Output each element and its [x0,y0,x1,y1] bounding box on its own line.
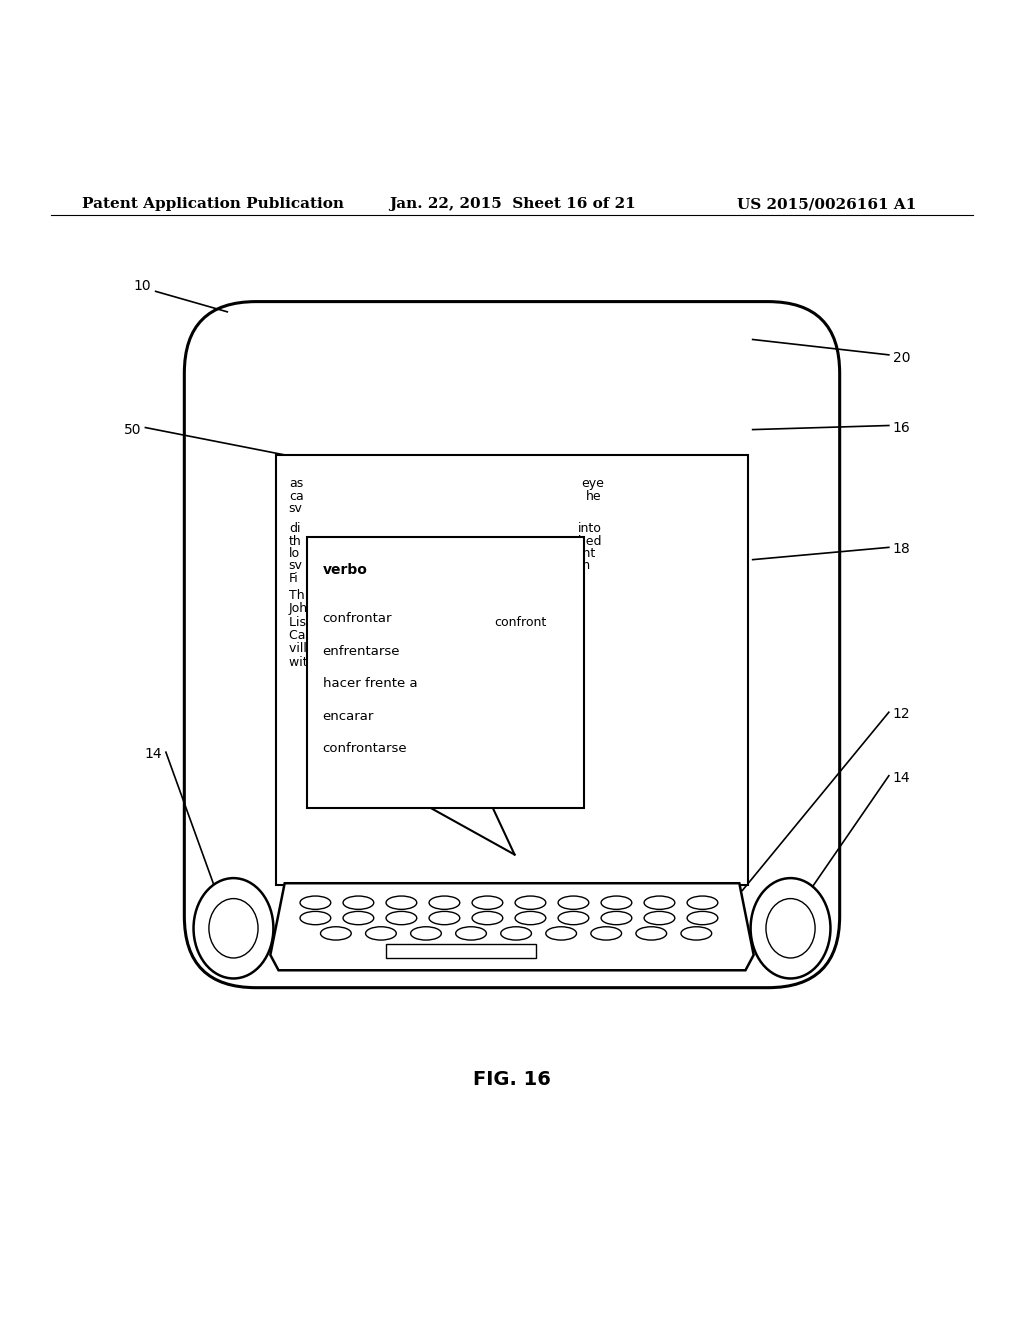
Ellipse shape [456,927,486,940]
Ellipse shape [591,927,622,940]
Text: uched: uched [563,535,602,548]
Ellipse shape [411,927,441,940]
Ellipse shape [515,911,546,925]
Text: encarar: encarar [323,710,374,723]
Text: verbo: verbo [323,562,368,577]
Text: lo: lo [289,546,300,560]
Polygon shape [270,883,754,970]
Ellipse shape [644,896,675,909]
Text: ain: ain [571,560,591,573]
FancyBboxPatch shape [489,614,551,631]
Ellipse shape [644,911,675,925]
Text: slight: slight [561,546,595,560]
Text: he: he [586,490,601,503]
Text: as: as [289,478,303,490]
Text: confrontar: confrontar [323,612,392,626]
Ellipse shape [366,927,396,940]
Text: Fi: Fi [289,572,299,585]
Ellipse shape [321,927,351,940]
Text: 10: 10 [134,280,152,293]
Text: confrontarse: confrontarse [323,742,408,755]
Ellipse shape [681,927,712,940]
Ellipse shape [501,927,531,940]
Ellipse shape [194,878,273,978]
Text: enfrentarse: enfrentarse [323,644,400,657]
Text: Captain Fitch or turn back to the: Captain Fitch or turn back to the [289,628,492,642]
Text: di: di [289,523,300,536]
Ellipse shape [687,896,718,909]
Ellipse shape [300,911,331,925]
Ellipse shape [429,896,460,909]
Ellipse shape [472,896,503,909]
Text: th: th [289,535,301,548]
Ellipse shape [687,911,718,925]
Ellipse shape [766,899,815,958]
Text: 50: 50 [124,422,141,437]
Text: eye: eye [582,478,604,490]
Ellipse shape [558,911,589,925]
Ellipse shape [386,896,417,909]
Text: village?  He gathered his courage, and: village? He gathered his courage, and [289,643,531,655]
FancyBboxPatch shape [307,537,584,808]
Text: John to stay away.  He tho    ght of: John to stay away. He tho ght of [289,602,505,615]
Text: ca: ca [289,490,303,503]
Text: Th                         rning: Th rning [289,589,436,602]
Ellipse shape [472,911,503,925]
Text: 20: 20 [893,351,910,364]
Ellipse shape [558,896,589,909]
Ellipse shape [636,927,667,940]
Text: 14: 14 [893,771,910,785]
Text: confront: confront [494,615,547,628]
Text: hacer frente a: hacer frente a [323,677,417,690]
Ellipse shape [209,899,258,958]
Ellipse shape [601,896,632,909]
Text: Lisa, and the kids.  Should he: Lisa, and the kids. Should he [289,615,477,628]
Text: Jan. 22, 2015  Sheet 16 of 21: Jan. 22, 2015 Sheet 16 of 21 [389,197,636,211]
Ellipse shape [515,896,546,909]
FancyBboxPatch shape [276,455,748,886]
Ellipse shape [429,911,460,925]
Text: 16: 16 [893,421,910,434]
Text: US 2015/0026161 A1: US 2015/0026161 A1 [737,197,916,211]
Text: sv: sv [289,502,303,515]
Ellipse shape [546,927,577,940]
Ellipse shape [386,911,417,925]
FancyBboxPatch shape [184,301,840,987]
Text: FIG. 16: FIG. 16 [473,1071,551,1089]
Ellipse shape [343,911,374,925]
Ellipse shape [300,896,331,909]
Ellipse shape [601,911,632,925]
Text: into: into [578,523,601,536]
Ellipse shape [343,896,374,909]
Ellipse shape [751,878,830,978]
Text: sv: sv [289,560,303,573]
Text: Patent Application Publication: Patent Application Publication [82,197,344,211]
Text: 12: 12 [893,708,910,721]
Text: 14: 14 [144,747,162,762]
Text: 18: 18 [893,543,910,557]
FancyBboxPatch shape [386,944,536,958]
Text: with a swift motion he decided to: with a swift motion he decided to [289,656,498,668]
